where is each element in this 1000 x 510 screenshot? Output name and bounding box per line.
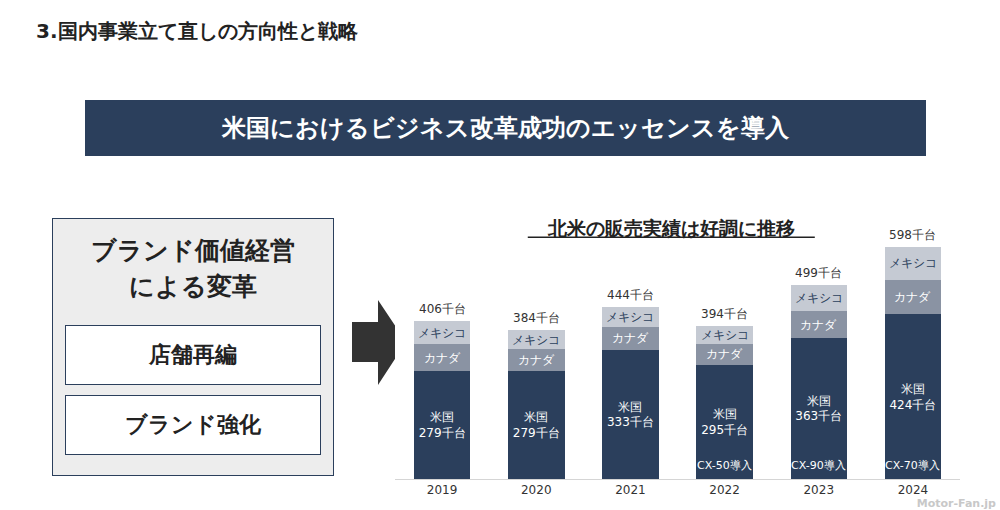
svg-text:米国295千台: 米国295千台	[701, 407, 748, 437]
svg-text:CX-50導入: CX-50導入	[697, 459, 752, 472]
svg-text:メキシコ: メキシコ	[418, 326, 466, 340]
html-text:米国におけるビジネス改革成功のエッセンスを導入: 米国におけるビジネス改革成功のエッセンスを導入	[222, 114, 789, 142]
svg-text:北米の販売実績は好調に推移: 北米の販売実績は好調に推移	[547, 217, 795, 239]
html-text:による変革: による変革	[129, 272, 257, 301]
svg-text:カナダ: カナダ	[706, 347, 743, 361]
svg-text:米国424千台: 米国424千台	[889, 382, 936, 412]
svg-text:カナダ: カナダ	[424, 351, 461, 365]
svg-text:メキシコ: メキシコ	[512, 333, 560, 347]
svg-text:394千台: 394千台	[701, 307, 748, 321]
svg-text:2023: 2023	[803, 483, 834, 497]
svg-text:CX-70導入: CX-70導入	[885, 459, 940, 472]
svg-text:CX-90導入: CX-90導入	[791, 459, 846, 472]
svg-text:2022: 2022	[709, 483, 740, 497]
svg-text:499千台: 499千台	[795, 266, 842, 280]
svg-text:カナダ: カナダ	[800, 318, 837, 332]
svg-text:カナダ: カナダ	[894, 290, 931, 304]
svg-text:598千台: 598千台	[889, 228, 936, 242]
svg-text:384千台: 384千台	[513, 311, 560, 325]
svg-text:カナダ: カナダ	[518, 353, 555, 367]
svg-text:米国279千台: 米国279千台	[419, 410, 466, 440]
html-text:Motor-Fan.jp: Motor-Fan.jp	[916, 497, 996, 510]
svg-text:米国279千台: 米国279千台	[513, 410, 560, 440]
html-text:店舗再編: 店舗再編	[149, 342, 237, 367]
svg-text:メキシコ: メキシコ	[795, 291, 843, 305]
html-text:ブランド強化: ブランド強化	[125, 412, 261, 437]
svg-text:メキシコ: メキシコ	[889, 256, 937, 270]
svg-text:メキシコ: メキシコ	[606, 310, 654, 324]
svg-text:米国363千台: 米国363千台	[795, 394, 842, 424]
svg-text:444千台: 444千台	[607, 288, 654, 302]
svg-text:メキシコ: メキシコ	[701, 328, 749, 342]
svg-text:米国333千台: 米国333千台	[607, 400, 654, 430]
html-text:3.国内事業立て直しの方向性と戦略: 3.国内事業立て直しの方向性と戦略	[36, 19, 358, 43]
svg-text:2021: 2021	[615, 483, 646, 497]
svg-text:2024: 2024	[898, 483, 929, 497]
svg-text:カナダ: カナダ	[612, 331, 649, 345]
svg-text:2020: 2020	[521, 483, 552, 497]
html-text:ブランド価値経営: ブランド価値経営	[91, 236, 295, 265]
svg-text:2019: 2019	[427, 483, 458, 497]
svg-text:406千台: 406千台	[419, 302, 466, 316]
